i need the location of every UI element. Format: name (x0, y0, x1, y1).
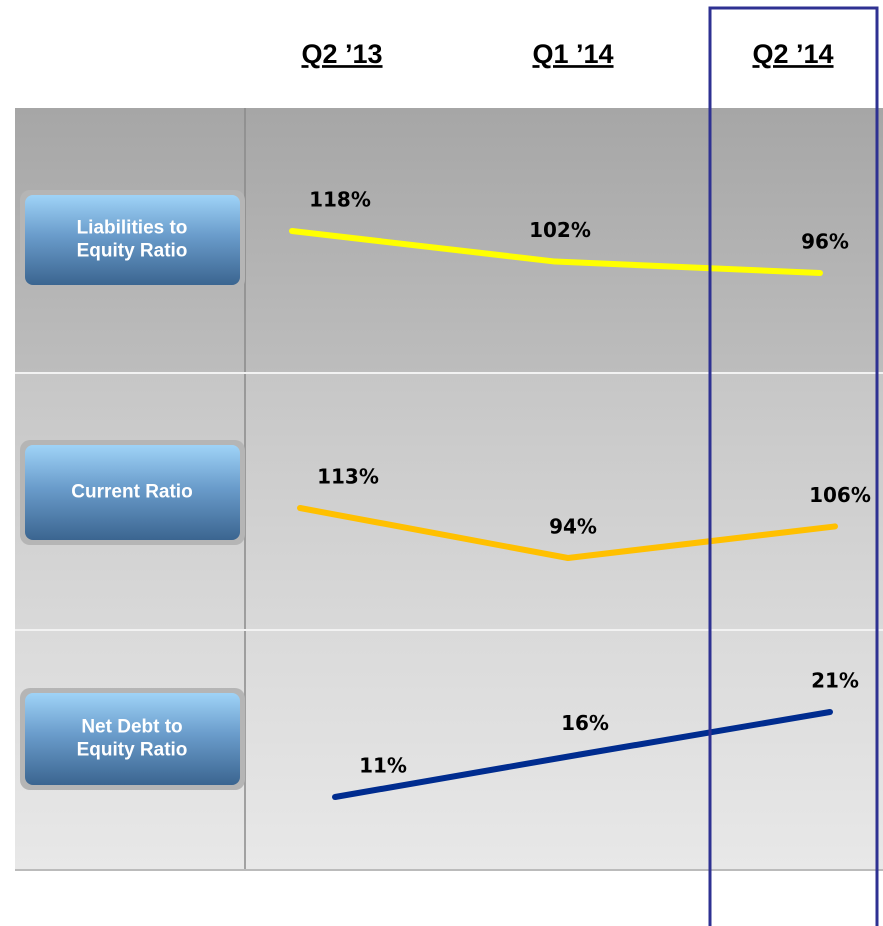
data-label: 16% (561, 711, 609, 735)
data-label: 21% (811, 669, 859, 693)
data-point (552, 258, 558, 265)
data-label: 118% (309, 188, 371, 212)
row-label: Net Debt to Equity Ratio (77, 717, 188, 761)
data-point (827, 709, 833, 715)
data-point (289, 228, 295, 234)
data-point (565, 555, 571, 561)
row-label: Liabilities to Equity Ratio (77, 218, 188, 262)
data-point (577, 751, 583, 758)
data-label: 11% (359, 754, 407, 778)
data-point (297, 505, 303, 511)
data-point (332, 794, 338, 800)
label-button (25, 195, 240, 285)
column-header: Q2 ’14 (752, 39, 833, 69)
column-header: Q1 ’14 (532, 39, 613, 69)
row-label: Current Ratio (71, 482, 192, 503)
highlight-frame (708, 6, 879, 926)
data-label: 106% (809, 483, 871, 507)
data-label: 94% (549, 515, 597, 539)
label-button (25, 445, 240, 540)
data-label: 96% (801, 230, 849, 254)
data-point (832, 523, 838, 530)
data-label: 102% (529, 218, 591, 242)
data-label: 113% (317, 465, 379, 489)
column-header: Q2 ’13 (301, 39, 382, 69)
data-point (817, 270, 823, 276)
label-button (25, 693, 240, 785)
